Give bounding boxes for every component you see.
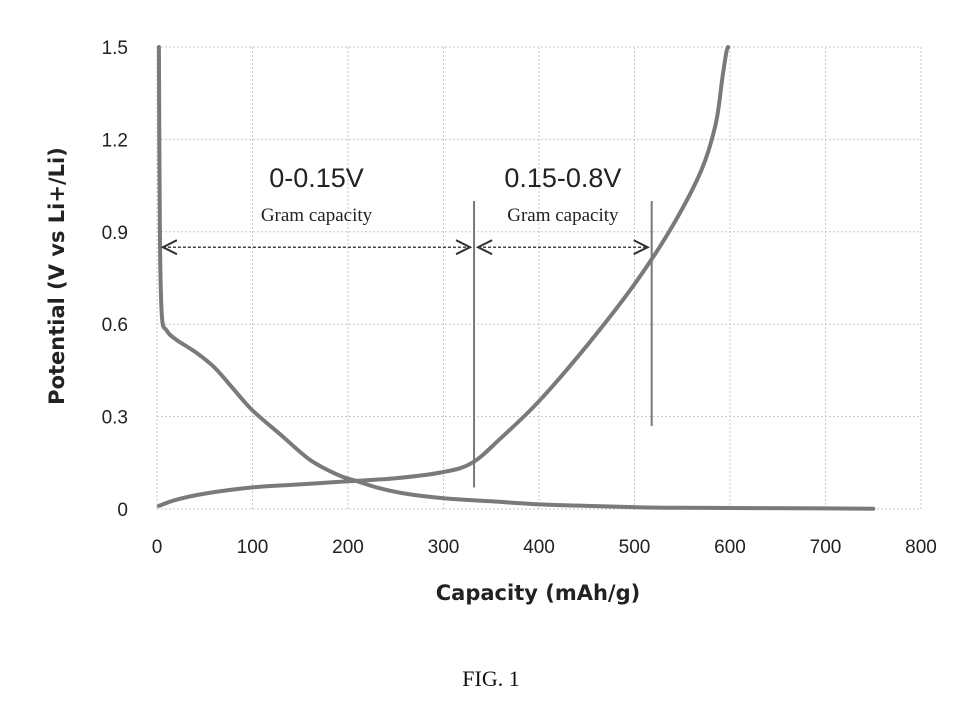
annotations: 0-0.15V Gram capacity 0.15-0.8V Gram capaci…: [163, 163, 648, 254]
x-tick-label: 400: [523, 537, 555, 558]
x-tick-label: 200: [332, 537, 364, 558]
y-tick-label: 1.2: [102, 130, 128, 151]
grid: [157, 47, 921, 509]
x-tick-label: 600: [714, 537, 746, 558]
x-tick-label: 100: [237, 537, 269, 558]
x-tick-label: 500: [619, 537, 651, 558]
x-tick-label: 300: [428, 537, 460, 558]
y-tick-label: 0.3: [102, 408, 128, 429]
gram-capacity-annotation-0: 0-0.15V Gram capacity: [163, 163, 470, 254]
figure-caption: FIG. 1: [462, 666, 519, 691]
y-tick-label: 0.9: [102, 223, 128, 244]
y-tick-label: 1.5: [102, 38, 128, 59]
gram-capacity-annotation-1: 0.15-0.8V Gram capacity: [478, 163, 648, 254]
y-tick-label: 0: [117, 500, 128, 521]
voltage-range-label: 0-0.15V: [269, 163, 364, 193]
x-tick-label: 800: [905, 537, 937, 558]
tick-labels: 0 100 200 300 400 500 600 700 800 0 0.3 0.6 0.9 1.2 1.…: [102, 38, 937, 558]
curves: [159, 47, 873, 509]
x-tick-label: 700: [810, 537, 842, 558]
discharge-curve: [159, 47, 873, 509]
markers: [474, 201, 652, 487]
y-axis-title: Potential (V vs Li+/Li): [45, 147, 69, 405]
gram-capacity-label: Gram capacity: [507, 205, 619, 226]
x-tick-label: 0: [152, 537, 163, 558]
gram-capacity-label: Gram capacity: [261, 205, 373, 226]
voltage-range-label: 0.15-0.8V: [504, 163, 621, 193]
x-axis-title: Capacity (mAh/g): [436, 581, 640, 605]
y-tick-label: 0.6: [102, 315, 128, 336]
